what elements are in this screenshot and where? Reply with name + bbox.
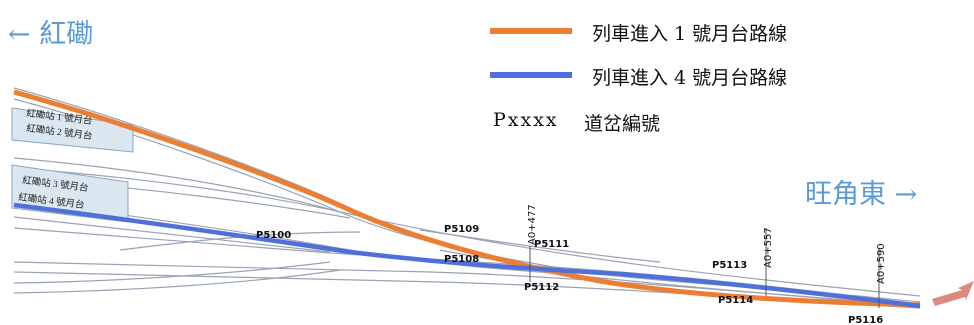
incoming-train-arrow (932, 281, 974, 306)
switch-label: P5111 (534, 239, 569, 250)
route-1 (13, 89, 921, 308)
track (13, 216, 331, 253)
kilometre-post-label: A0+557 (763, 227, 774, 268)
track (13, 269, 341, 294)
platform-1-2 (11, 107, 134, 153)
switch-label: P5109 (444, 224, 479, 235)
legend-switch-key: Pxxxx (493, 109, 559, 131)
route-4-path (13, 202, 921, 309)
track (13, 157, 341, 213)
track-lines (13, 87, 921, 309)
switch-label: P5112 (524, 282, 559, 293)
route-1-path (13, 89, 921, 308)
legend-route4-swatch (490, 72, 572, 78)
legend-route1-label: 列車進入 1 號月台路線 (592, 23, 788, 45)
kilometre-post-label: A0+590 (876, 243, 887, 284)
kilometre-posts (529, 228, 880, 308)
switch-label: P5116 (848, 315, 883, 325)
kilometre-post-label: A0+477 (527, 204, 538, 245)
direction-mong-kok-east: 旺角東 → (805, 179, 918, 210)
switch-label: P5113 (712, 260, 747, 271)
track (13, 261, 331, 284)
switch-label: P5100 (256, 230, 291, 241)
switch-label: P5114 (718, 295, 753, 306)
switch-label: P5108 (444, 254, 479, 265)
legend-switch-label: 道岔編號 (584, 113, 661, 135)
direction-hung-hom: ← 紅磡 (8, 19, 94, 50)
track (419, 229, 661, 263)
legend-route1-swatch (490, 28, 572, 34)
track (13, 87, 921, 305)
legend-route4-label: 列車進入 4 號月台路線 (592, 67, 788, 89)
route-4 (13, 202, 921, 309)
